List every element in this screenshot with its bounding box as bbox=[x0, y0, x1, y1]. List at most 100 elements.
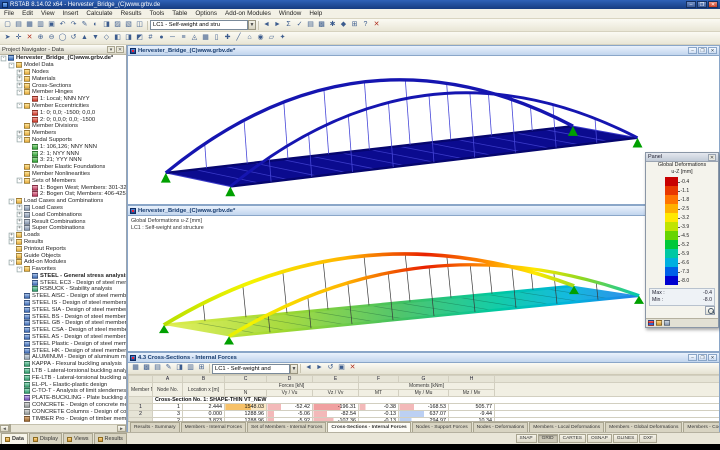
clipping-plane-icon[interactable]: ▱ bbox=[268, 33, 275, 41]
close-model-icon[interactable]: ✕ bbox=[373, 20, 380, 28]
nodal-supports[interactable] bbox=[159, 285, 644, 345]
menu-item[interactable]: Options bbox=[195, 10, 218, 17]
zoom-out-icon[interactable]: ⊖ bbox=[48, 33, 55, 41]
tree-expander[interactable]: - bbox=[0, 55, 7, 62]
tree-item[interactable]: + Load Cases bbox=[0, 204, 126, 212]
table-copy-icon[interactable]: ▣ bbox=[338, 364, 345, 371]
tree-item[interactable]: CONCRETE Columns - Design of concret bbox=[0, 408, 126, 415]
menu-item[interactable]: Help bbox=[309, 10, 323, 17]
result-table-tab[interactable]: Set of Members - Internal Forces bbox=[246, 422, 327, 433]
table-split-icon[interactable]: ◨ bbox=[176, 364, 183, 371]
tree-item[interactable]: STEEL SIA - Design of steel members acco bbox=[0, 306, 126, 313]
workplane-icon[interactable]: ▯ bbox=[214, 33, 219, 41]
tree-item[interactable]: EL-PL - Elastic-plastic design bbox=[0, 381, 126, 388]
tree-item[interactable]: STEEL BS - Design of steel members acco bbox=[0, 313, 126, 320]
navigator-tab[interactable]: Results bbox=[93, 433, 127, 444]
result-table-tab[interactable]: Members - Internal Forces bbox=[180, 422, 246, 433]
loads-display-icon[interactable]: ≡ bbox=[181, 33, 186, 41]
tree-item[interactable]: STEEL HK - Design of steel members acco bbox=[0, 347, 126, 354]
tree-item[interactable]: ALUMINUM - Design of aluminum memb bbox=[0, 354, 126, 361]
table-loadcase-selector[interactable]: LC1 - Self-weight and bbox=[212, 363, 290, 374]
result-table-tab[interactable]: Results - Summary bbox=[130, 422, 180, 433]
tree-item[interactable]: Printout Reports bbox=[0, 245, 126, 252]
tree-item[interactable]: Member Nonlinearities bbox=[0, 170, 126, 178]
copy-icon[interactable]: ▣ bbox=[48, 20, 55, 28]
view1-close-icon[interactable]: ✕ bbox=[708, 47, 717, 54]
tree-item[interactable]: + Super Combinations bbox=[0, 225, 126, 232]
menu-item[interactable]: Window bbox=[278, 10, 302, 17]
zoom-in-icon[interactable]: ⊕ bbox=[37, 33, 44, 41]
deformed-deck[interactable] bbox=[163, 284, 640, 338]
pin-icon[interactable]: ▾ bbox=[107, 46, 115, 53]
tree-item[interactable]: 1: Bogen West; Members: 301-320 bbox=[0, 184, 126, 191]
tree-item[interactable]: LTB - Lateral-torsional buckling analysi… bbox=[0, 368, 126, 375]
tree-expander[interactable]: - bbox=[16, 266, 23, 272]
maximize-button[interactable]: ❐ bbox=[697, 1, 707, 8]
deformed-arches[interactable] bbox=[162, 252, 640, 338]
tree-item[interactable]: 2: 1; NYY NNN bbox=[0, 150, 126, 157]
menu-item[interactable]: Tools bbox=[149, 10, 165, 17]
table-print-icon[interactable]: ▥ bbox=[187, 364, 194, 371]
view1-restore-icon[interactable]: ❐ bbox=[698, 47, 707, 54]
deformation-view-3d[interactable]: Global Deformations u-Z [mm] LC1 : Self-… bbox=[128, 216, 719, 351]
tree-item[interactable]: + Members bbox=[0, 130, 126, 137]
table-edit-icon[interactable]: ✎ bbox=[165, 364, 172, 371]
supports-display-icon[interactable]: ◬ bbox=[191, 33, 198, 41]
tree-expander[interactable]: - bbox=[16, 103, 23, 109]
tree-expander[interactable]: + bbox=[16, 75, 23, 82]
tree-item[interactable]: - Member Eccentricities bbox=[0, 102, 126, 110]
close-button[interactable]: ✕ bbox=[708, 1, 718, 8]
status-toggle[interactable]: GLINES bbox=[612, 434, 639, 443]
tree-item[interactable]: STEEL - General stress analysis of ste bbox=[0, 272, 126, 280]
tree-item[interactable]: + Result Combinations bbox=[0, 218, 126, 225]
deformed-hangers[interactable] bbox=[202, 253, 599, 333]
menu-item[interactable]: Edit bbox=[22, 10, 34, 17]
filter-tab-icon[interactable] bbox=[664, 320, 670, 326]
tree-item[interactable]: RSBUCK - Stability analysis bbox=[0, 286, 126, 293]
loadcase-dropdown-icon[interactable]: ▼ bbox=[248, 20, 256, 30]
table-row[interactable]: 2 3 0.000 1288.96 -5.06 -82.54 -0.13 637… bbox=[128, 410, 719, 418]
table-loadcase-dropdown-icon[interactable]: ▼ bbox=[290, 363, 298, 374]
tree-item[interactable]: 1: 106,126; NNY NNN bbox=[0, 143, 126, 150]
tree-item[interactable]: TIMBER Pro - Design of timber members bbox=[0, 415, 126, 422]
new-member-icon[interactable]: ╱ bbox=[236, 33, 241, 41]
table-minimize-icon[interactable]: – bbox=[688, 354, 697, 361]
edit-icon[interactable]: ✎ bbox=[81, 20, 88, 28]
tree-item[interactable]: C-TO-T - Analysis of limit slenderness r… bbox=[0, 388, 126, 395]
scroll-left-icon[interactable]: ◄ bbox=[0, 425, 9, 432]
nodal-supports[interactable] bbox=[160, 126, 643, 197]
status-toggle[interactable]: OSNAP bbox=[586, 434, 612, 443]
result-table-tab[interactable]: Nodes - Deformations bbox=[472, 422, 529, 433]
nodes-display-icon[interactable]: ● bbox=[159, 33, 164, 41]
minimize-button[interactable]: – bbox=[686, 1, 696, 8]
rotate-view-icon[interactable]: ↺ bbox=[70, 33, 77, 41]
previous-loadcase-icon[interactable]: ◄ bbox=[263, 20, 270, 28]
table-next-icon[interactable]: ► bbox=[316, 364, 323, 371]
project-manager-icon[interactable]: ▧ bbox=[125, 20, 132, 28]
tree-expander[interactable]: - bbox=[16, 137, 23, 143]
tree-item[interactable]: STEEL EC3 - Design of steel members bbox=[0, 279, 126, 286]
tree-item[interactable]: - Model Data bbox=[0, 62, 126, 69]
next-loadcase-icon[interactable]: ► bbox=[274, 20, 281, 28]
members-display-icon[interactable]: ─ bbox=[170, 33, 175, 41]
tree-item[interactable]: + Results bbox=[0, 238, 126, 246]
tree-item[interactable]: - Member Hinges bbox=[0, 89, 126, 96]
tree-item[interactable]: 1: 0; 0,0; -1500; 0,0,0 bbox=[0, 109, 126, 116]
bridge-deck[interactable] bbox=[165, 124, 638, 188]
menu-item[interactable]: Add-on Modules bbox=[225, 10, 271, 17]
result-table-tab[interactable]: Nodes - Support Forces bbox=[411, 422, 472, 433]
grid-snap-icon[interactable]: ▦ bbox=[202, 33, 209, 41]
settings-icon[interactable]: ✱ bbox=[329, 20, 336, 28]
tree-expander[interactable]: + bbox=[16, 211, 23, 218]
tree-item[interactable]: STEEL AISC - Design of steel members ac bbox=[0, 293, 126, 300]
tree-item[interactable]: 1: Local; NNN NYY bbox=[0, 96, 126, 103]
bridge-arches[interactable] bbox=[164, 78, 639, 188]
tree-item[interactable]: STEEL AS - Design of steel members acco bbox=[0, 334, 126, 341]
redo-icon[interactable]: ↷ bbox=[70, 20, 77, 28]
menu-item[interactable]: Insert bbox=[62, 10, 79, 17]
tree-item[interactable]: + Cross-Sections bbox=[0, 82, 126, 89]
zoom-window-icon[interactable]: ◯ bbox=[58, 33, 67, 41]
menu-item[interactable]: Table bbox=[172, 10, 188, 17]
tree-item[interactable]: STEEL GB - Design of steel members acco bbox=[0, 320, 126, 327]
model-view-3d[interactable] bbox=[128, 56, 719, 204]
